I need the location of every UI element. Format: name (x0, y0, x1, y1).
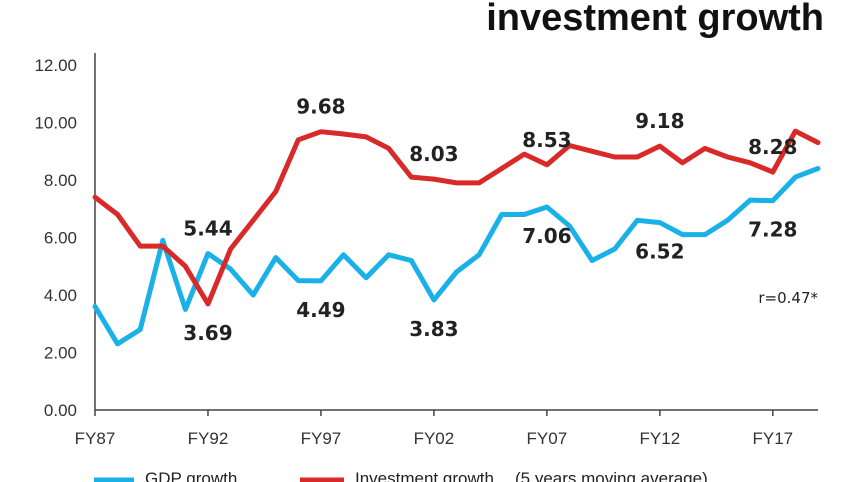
x-tick-label: FY97 (301, 429, 342, 448)
y-tick-label: 0.00 (44, 401, 77, 420)
data-label: 4.49 (296, 298, 345, 322)
data-label: 8.28 (748, 135, 797, 159)
x-tick-label: FY02 (414, 429, 455, 448)
y-tick-label: 8.00 (44, 171, 77, 190)
investment-growth-line (92, 128, 821, 307)
x-tick-label: FY17 (752, 429, 793, 448)
chart-title: investment growth (486, 0, 824, 39)
y-tick-label: 10.00 (34, 114, 77, 133)
data-label: 8.03 (409, 142, 458, 166)
gdp-growth-line (92, 166, 821, 347)
legend-note: (5 years moving average) (515, 469, 708, 482)
y-tick-label: 12.00 (34, 56, 77, 75)
y-tick-label: 2.00 (44, 344, 77, 363)
data-label: 8.53 (522, 128, 571, 152)
correlation-annotation: r=0.47* (758, 289, 818, 307)
y-tick-label: 4.00 (44, 286, 77, 305)
x-axis-ticks: FY87 FY92 FY97 FY02 FY07 FY12 FY17 (75, 410, 793, 448)
data-label: 5.44 (183, 217, 232, 241)
x-tick-label: FY87 (75, 429, 116, 448)
legend: GDP growth Investment growth (5 years mo… (94, 469, 708, 482)
x-tick-label: FY07 (527, 429, 568, 448)
data-label: 9.18 (635, 109, 684, 133)
legend-gdp-label: GDP growth (145, 469, 237, 482)
data-label: 3.83 (409, 317, 458, 341)
data-label: 9.68 (296, 95, 345, 119)
x-tick-label: FY12 (640, 429, 681, 448)
data-label: 7.06 (522, 224, 571, 248)
data-label: 6.52 (635, 240, 684, 264)
y-axis-ticks: 0.00 2.00 4.00 6.00 8.00 10.00 12.00 (34, 56, 77, 420)
data-label: 3.69 (183, 321, 232, 345)
data-labels: 5.44 3.69 9.68 4.49 8.03 3.83 8.53 7.06 9.18 6.52… (183, 95, 797, 345)
data-label: 7.28 (748, 218, 797, 242)
legend-investment-label: Investment growth (355, 469, 494, 482)
x-tick-label: FY92 (188, 429, 229, 448)
y-tick-label: 6.00 (44, 229, 77, 248)
